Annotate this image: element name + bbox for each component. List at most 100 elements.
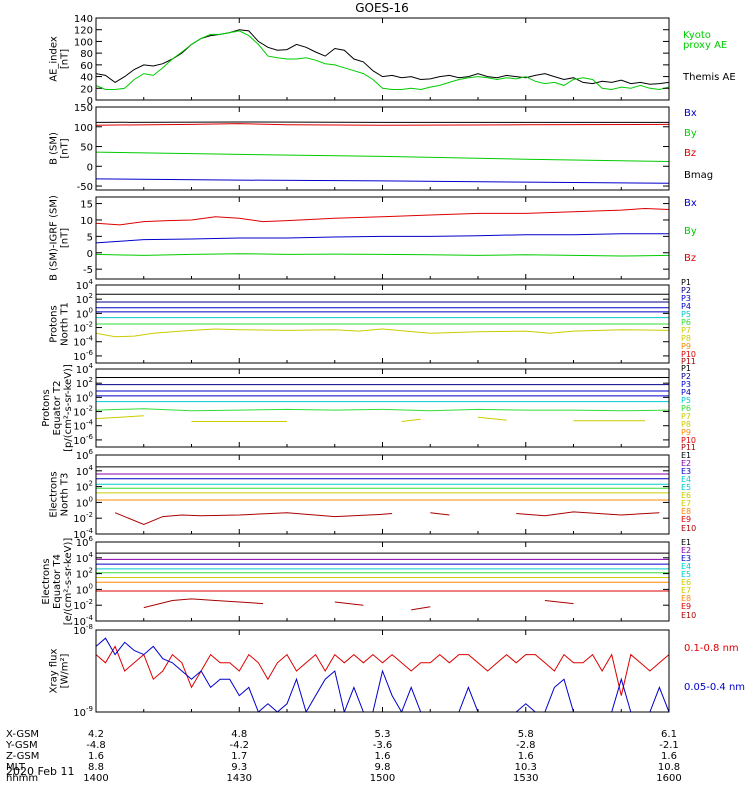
axis-row-value: 8.8 (88, 762, 104, 773)
series-line-p7c (401, 418, 421, 422)
axis-row-value: -2.1 (659, 740, 679, 751)
y-tick-label-base: 10 (76, 281, 89, 292)
y-tick-label-base: 10 (73, 352, 86, 363)
y-tick-label-base: 10 (76, 393, 89, 404)
y-tick-label: 10-6 (73, 349, 93, 363)
y-tick-label-base: 10 (76, 585, 89, 596)
series-line-p6 (96, 408, 669, 412)
y-tick-label: -5 (83, 265, 93, 276)
y-tick-label-base: 10 (73, 601, 86, 612)
y-axis-label: [nT] (60, 49, 71, 69)
legend-bx: Bx (684, 108, 697, 119)
y-tick-label: 104 (76, 464, 94, 478)
y-tick-label: 120 (74, 26, 93, 37)
legend-p3: P3 (681, 294, 691, 303)
series-line-p7 (96, 328, 669, 338)
axis-row-value: 1600 (656, 773, 681, 784)
y-axis-label: Equator T4 (52, 554, 63, 609)
panel-series (96, 293, 669, 338)
y-tick-label: 100 (74, 123, 93, 134)
y-tick-label: 5 (87, 232, 93, 243)
y-tick-label-base: 10 (73, 708, 86, 719)
y-tick-label-exp: 4 (89, 464, 94, 472)
legend-bz: Bz (684, 253, 696, 264)
y-tick-label-exp: -4 (86, 614, 94, 622)
legend-p5: P5 (681, 396, 691, 405)
axis-row-value: -3.6 (373, 740, 393, 751)
y-tick-label: 60 (80, 61, 93, 72)
y-axis-label: [nT] (60, 138, 71, 158)
legend-p9: P9 (681, 342, 691, 351)
y-tick-label-base: 10 (76, 467, 89, 478)
legend-bmag: Bmag (684, 170, 713, 181)
y-tick-label-exp: 4 (89, 362, 94, 370)
y-tick-label: 102 (76, 292, 93, 306)
legend-e3: E3 (681, 467, 691, 476)
legend-bz: Bz (684, 148, 696, 159)
axis-row-value: 1530 (513, 773, 538, 784)
panel-series (96, 377, 669, 422)
legend-e2: E2 (681, 546, 691, 555)
legend-0-05-0-4-nm: 0.05-0.4 nm (684, 682, 745, 693)
panel-frame (95, 368, 670, 448)
panel-series (96, 466, 669, 526)
axis-row-value: 5.8 (518, 729, 534, 740)
y-axis-label: Electrons (41, 558, 52, 604)
legend-e2: E2 (681, 459, 691, 468)
legend-p6: P6 (681, 318, 691, 327)
axis-row-value: 1500 (370, 773, 395, 784)
legend-bx: Bx (684, 198, 697, 209)
series-line-p7 (96, 415, 144, 420)
series-line-by (96, 151, 669, 162)
y-tick-label: 20 (80, 84, 93, 95)
panel-frame (95, 196, 670, 280)
series-line-bz (96, 207, 669, 226)
y-tick-label: 100 (76, 306, 93, 320)
y-tick-label-base: 10 (73, 408, 86, 419)
y-tick-label-exp: -2 (86, 405, 93, 413)
y-tick-label-base: 10 (76, 295, 89, 306)
legend-e6: E6 (681, 578, 691, 587)
y-tick-label-base: 10 (73, 626, 86, 637)
y-tick-label: 104 (76, 551, 94, 565)
y-tick-label-exp: -2 (86, 321, 93, 329)
y-tick-label-exp: 2 (89, 292, 93, 300)
y-tick-label: 10-2 (73, 598, 93, 612)
legend-proxy-ae: proxy AE (683, 40, 727, 51)
y-axis-label: B (SM) (49, 132, 60, 165)
y-tick-label-exp: -8 (86, 623, 93, 631)
legend-e4: E4 (681, 562, 691, 571)
legend-p10: P10 (681, 436, 696, 445)
y-tick-label-exp: 2 (89, 567, 93, 575)
legend-p7: P7 (681, 326, 691, 335)
y-tick-label-base: 10 (76, 538, 89, 549)
y-tick-label: 10-2 (73, 405, 93, 419)
legend-p8: P8 (681, 334, 691, 343)
series-line-e10b (334, 601, 364, 606)
y-tick-label-base: 10 (73, 324, 86, 335)
y-tick-label-exp: -9 (86, 705, 93, 713)
y-tick-label: 10-4 (73, 419, 93, 433)
axis-row-value: 1.7 (231, 751, 247, 762)
legend-p1: P1 (681, 278, 691, 287)
y-tick-label-exp: 4 (89, 278, 94, 286)
series-line-0-1-0-8-nm (96, 645, 669, 696)
y-tick-label-base: 10 (73, 530, 86, 541)
y-tick-label: 100 (76, 582, 93, 596)
y-tick-label-base: 10 (76, 483, 89, 494)
panel-frame (95, 541, 670, 622)
legend-p11: P11 (681, 443, 696, 452)
legend-p5: P5 (681, 310, 691, 319)
y-tick-label-exp: 0 (89, 390, 93, 398)
y-tick-label: 106 (76, 535, 94, 549)
legend-0-1-0-8-nm: 0.1-0.8 nm (684, 643, 739, 654)
axis-row-value: 4.8 (231, 729, 247, 740)
series-line-by (96, 253, 669, 257)
legend-e10: E10 (681, 524, 696, 533)
y-tick-label: 100 (74, 37, 93, 48)
date-label: 2020 Feb 11 (6, 765, 74, 778)
